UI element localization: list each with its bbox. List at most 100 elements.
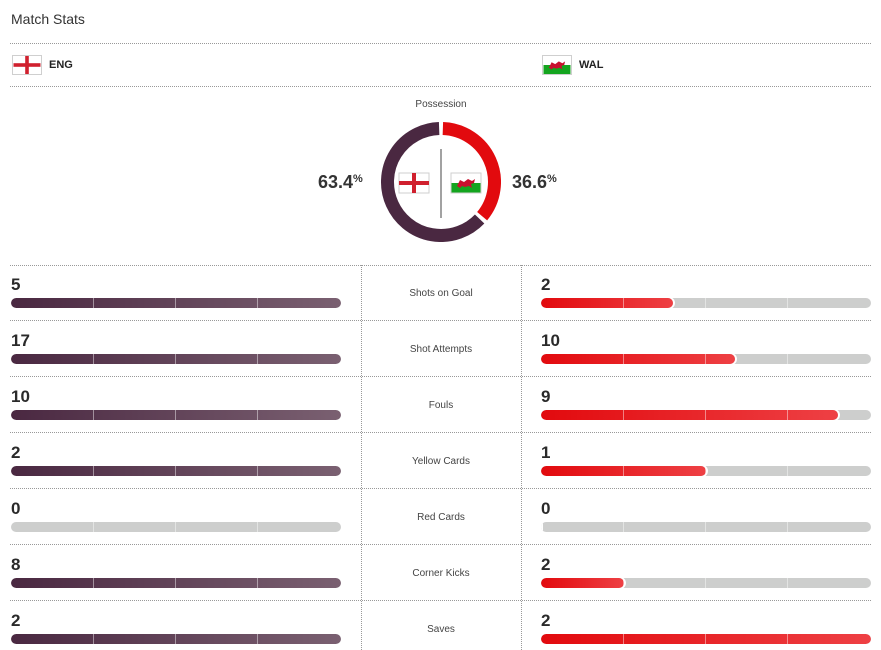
bar-tick	[705, 410, 706, 420]
stat-label: Saves	[427, 624, 455, 635]
bar-tick	[175, 634, 176, 644]
bar-tick	[175, 578, 176, 588]
england-flag-icon	[12, 55, 42, 75]
possession-label: Possession	[415, 99, 467, 110]
stats-table: 5 Shots on Goal 2 17 Shot Attempts 10 10…	[0, 265, 881, 650]
bar-tick	[623, 634, 624, 644]
home-stat-bar	[11, 354, 341, 364]
england-flag-icon	[398, 172, 430, 194]
away-stat-bar-fill	[541, 578, 624, 588]
divider	[10, 265, 871, 266]
away-stat-value: 2	[541, 275, 551, 294]
divider	[10, 600, 871, 601]
bar-tick	[257, 466, 258, 476]
bar-tick	[705, 634, 706, 644]
home-team: ENG	[12, 55, 73, 75]
home-stat-value: 8	[11, 555, 21, 574]
home-stat-value: 5	[11, 275, 21, 294]
home-possession-value: 63.4	[318, 172, 354, 192]
home-stat-bar	[11, 522, 341, 532]
column-divider	[521, 265, 522, 650]
home-stat-value: 2	[11, 611, 21, 630]
bar-tick	[623, 298, 624, 308]
bar-tick	[93, 466, 94, 476]
possession-arc-home	[381, 122, 485, 242]
divider	[10, 86, 871, 87]
bar-tick	[93, 578, 94, 588]
stat-row: 17 Shot Attempts 10	[0, 321, 881, 377]
bar-tick	[623, 466, 624, 476]
away-team-code: WAL	[579, 59, 604, 71]
home-stat-bar-fill	[11, 354, 341, 364]
possession-donut	[381, 122, 501, 242]
away-stat-bar	[541, 354, 871, 364]
stat-label: Yellow Cards	[412, 456, 470, 467]
home-team-code: ENG	[49, 59, 73, 71]
percent-sign: %	[353, 173, 363, 185]
bar-tick	[257, 634, 258, 644]
home-stat-bar-fill	[11, 578, 341, 588]
away-possession: 36.6%	[512, 172, 557, 193]
stat-row: 2 Yellow Cards 1	[0, 433, 881, 489]
bar-tick	[705, 522, 706, 532]
bar-tick	[705, 354, 706, 364]
divider	[10, 43, 871, 44]
home-stat-bar-fill	[11, 466, 341, 476]
away-stat-value: 9	[541, 387, 551, 406]
bar-tick	[257, 354, 258, 364]
bar-tick	[175, 466, 176, 476]
away-stat-bar-fill	[541, 466, 706, 476]
away-stat-bar	[541, 466, 871, 476]
bar-tick	[787, 354, 788, 364]
bar-tick	[93, 522, 94, 532]
bar-tick	[787, 522, 788, 532]
stat-label: Shots on Goal	[409, 288, 473, 299]
home-stat-bar	[11, 578, 341, 588]
away-stat-bar-fill	[541, 410, 838, 420]
home-stat-bar	[11, 410, 341, 420]
percent-sign: %	[547, 173, 557, 185]
bar-tick	[705, 298, 706, 308]
bar-tick	[93, 634, 94, 644]
away-stat-bar-fill	[541, 354, 736, 364]
page-title: Match Stats	[11, 11, 85, 27]
away-stat-value: 1	[541, 443, 551, 462]
possession-arc-away	[442, 122, 501, 221]
bar-tick	[175, 522, 176, 532]
bar-tick	[175, 410, 176, 420]
bar-tick	[623, 354, 624, 364]
away-stat-bar	[541, 522, 871, 532]
bar-tick	[787, 634, 788, 644]
home-stat-value: 0	[11, 499, 21, 518]
bar-tick	[257, 522, 258, 532]
stat-row: 10 Fouls 9	[0, 377, 881, 433]
away-stat-bar	[541, 410, 871, 420]
wales-flag-icon	[450, 172, 482, 194]
bar-tick	[93, 298, 94, 308]
away-possession-value: 36.6	[512, 172, 548, 192]
home-stat-bar-fill	[11, 634, 341, 644]
column-divider	[361, 265, 362, 650]
bar-tick	[175, 354, 176, 364]
home-stat-value: 2	[11, 443, 21, 462]
bar-tick	[257, 410, 258, 420]
bar-tick	[787, 578, 788, 588]
divider	[10, 432, 871, 433]
away-stat-bar	[541, 578, 871, 588]
bar-tick	[705, 578, 706, 588]
bar-tick	[175, 298, 176, 308]
bar-tick	[623, 578, 624, 588]
away-stat-bar-fill	[541, 298, 673, 308]
away-stat-value: 2	[541, 611, 551, 630]
home-stat-bar-fill	[11, 298, 341, 308]
home-stat-bar	[11, 634, 341, 644]
home-possession: 63.4%	[318, 172, 363, 193]
stat-label: Fouls	[428, 400, 454, 411]
stat-row: 2 Saves 2	[0, 601, 881, 650]
away-team: WAL	[542, 55, 603, 75]
away-stat-bar-fill	[541, 634, 871, 644]
away-stat-value: 2	[541, 555, 551, 574]
stat-row: 8 Corner Kicks 2	[0, 545, 881, 601]
home-stat-bar	[11, 298, 341, 308]
bar-tick	[787, 410, 788, 420]
